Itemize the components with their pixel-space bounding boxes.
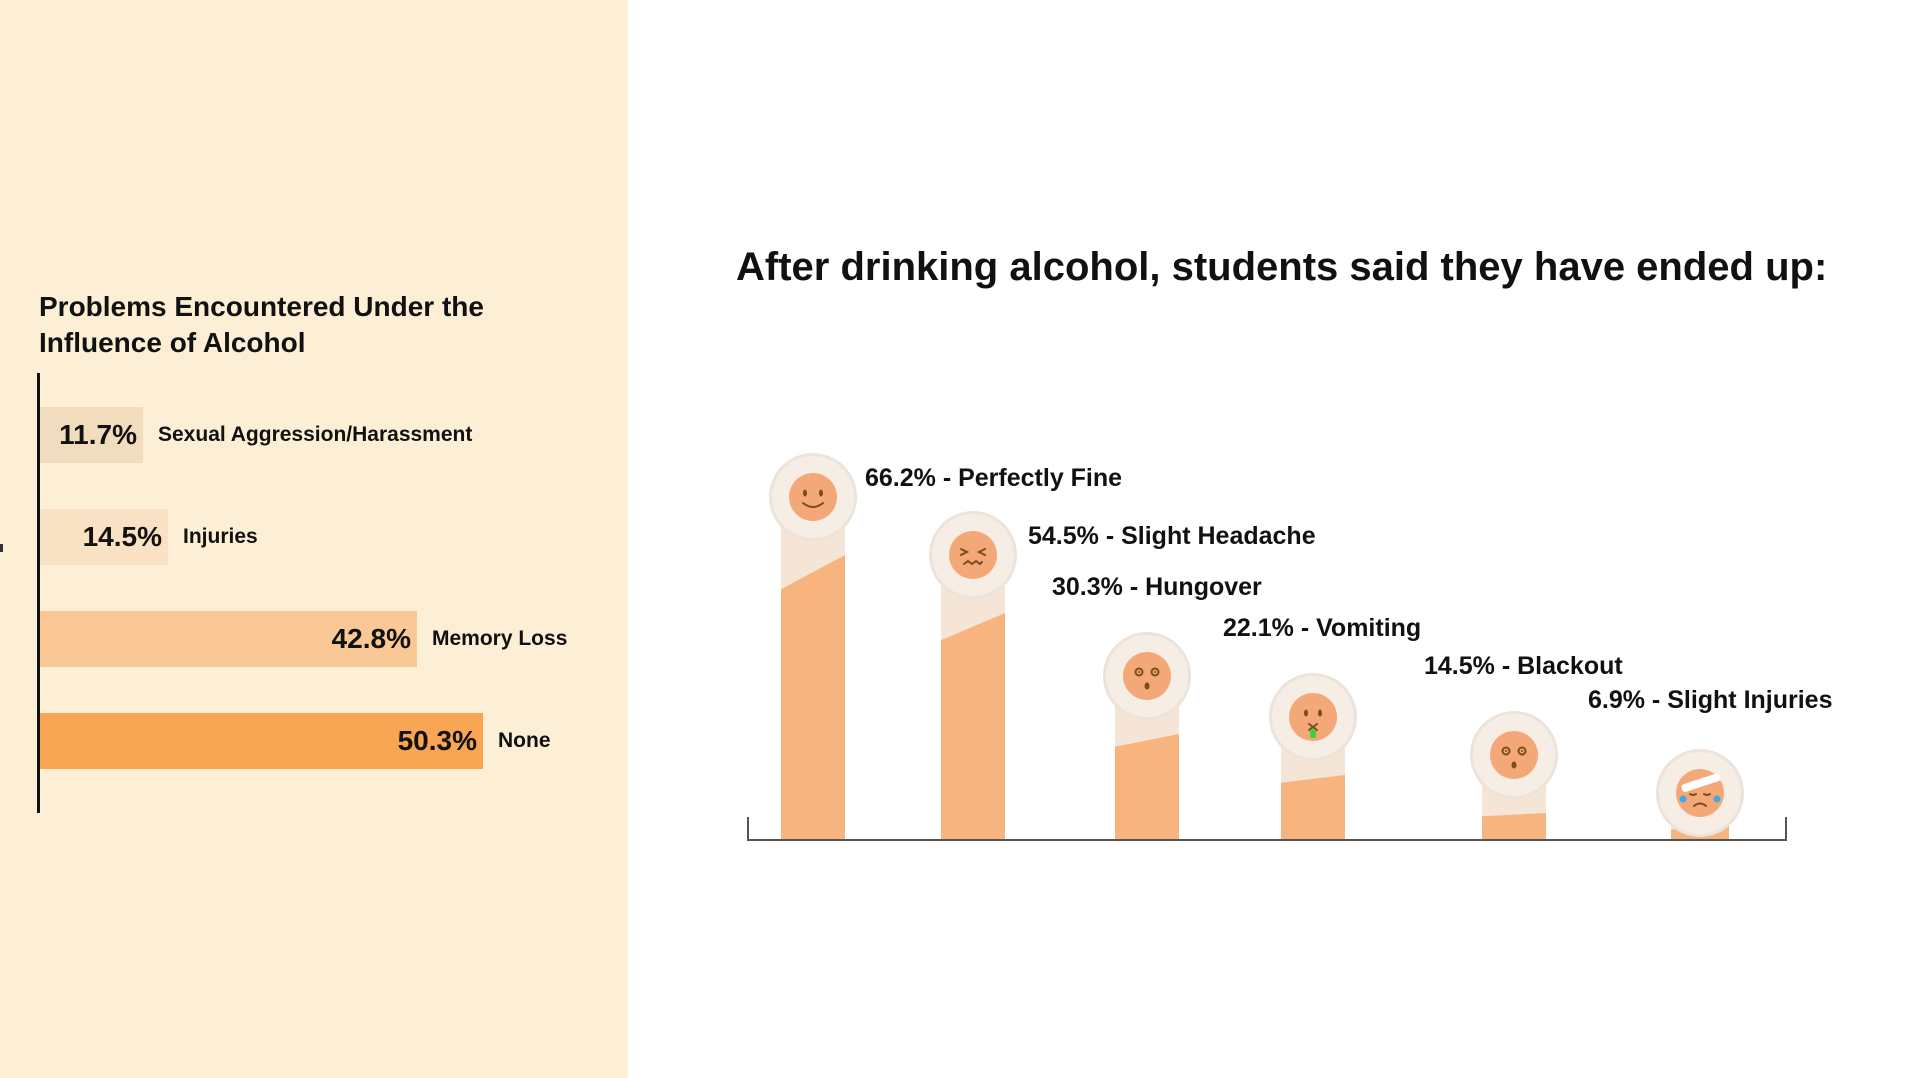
left-bar (40, 713, 483, 769)
left-bar-value-label: 14.5% (82, 521, 162, 552)
pillar-fill (1281, 775, 1345, 840)
pillar-bar (941, 555, 1005, 840)
right-chart-title: After drinking alcohol, students said th… (736, 245, 1828, 289)
pillar-label: 6.9% - Slight Injuries (1588, 686, 1833, 714)
right-chart-baseline (747, 839, 1787, 841)
left-bar (40, 509, 168, 565)
dizzy-face-icon (1106, 635, 1188, 717)
left-bar (40, 407, 143, 463)
pillar-label: 14.5% - Blackout (1424, 652, 1623, 680)
left-bar-value-label: 11.7% (59, 419, 137, 450)
left-bar-category-label: Sexual Aggression/Harassment (158, 423, 473, 446)
left-chart-axis (37, 373, 40, 813)
pillar-label: 54.5% - Slight Headache (1028, 522, 1316, 550)
left-bar-category-label: Memory Loss (432, 627, 568, 650)
pillar-bar (781, 497, 845, 840)
left-bar (40, 611, 417, 667)
left-bar-value-label: 50.3% (397, 725, 477, 756)
left-chart-title: Problems Encountered Under the Influence… (39, 291, 484, 358)
smiling-face-icon (772, 456, 854, 538)
left-bar-category-label: None (498, 729, 551, 752)
pillar-fill (941, 613, 1005, 840)
pillar-fill (1482, 813, 1546, 840)
vomiting-face-icon (1272, 676, 1354, 758)
pillar-label: 30.3% - Hungover (1052, 573, 1262, 601)
pillar-label: 66.2% - Perfectly Fine (865, 464, 1123, 492)
bandaged-crying-face-icon (1659, 752, 1741, 834)
dizzy-face-icon (1473, 714, 1555, 796)
pillar-fill (781, 555, 845, 840)
left-bar-value-label: 42.8% (331, 623, 411, 654)
grimacing-face-icon (932, 514, 1014, 596)
baseline-right-cap (1785, 817, 1787, 841)
pillar-fill (1115, 734, 1179, 840)
baseline-left-cap (747, 817, 749, 841)
edge-tick (0, 544, 3, 552)
left-bar-category-label: Injuries (183, 525, 258, 548)
pillar-label: 22.1% - Vomiting (1223, 614, 1422, 642)
